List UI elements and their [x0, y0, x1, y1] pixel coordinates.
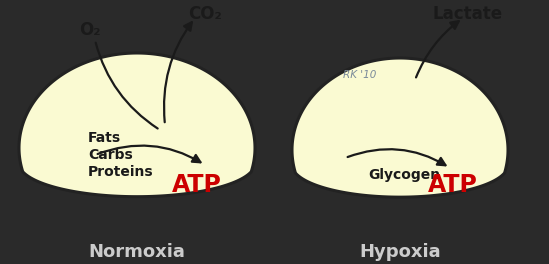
Text: RK '10: RK '10: [343, 70, 377, 80]
Polygon shape: [19, 53, 255, 197]
Text: Proteins: Proteins: [88, 165, 154, 179]
Text: O₂: O₂: [79, 21, 101, 39]
Text: ATP: ATP: [428, 173, 478, 197]
Polygon shape: [292, 58, 508, 197]
Text: ATP: ATP: [172, 173, 222, 197]
Text: Glycogen: Glycogen: [368, 168, 440, 182]
Text: Hypoxia: Hypoxia: [359, 243, 441, 261]
Text: Lactate: Lactate: [433, 5, 503, 23]
Text: CO₂: CO₂: [188, 5, 222, 23]
Text: Fats: Fats: [88, 131, 121, 145]
Text: Carbs: Carbs: [88, 148, 133, 162]
Text: Normoxia: Normoxia: [88, 243, 186, 261]
